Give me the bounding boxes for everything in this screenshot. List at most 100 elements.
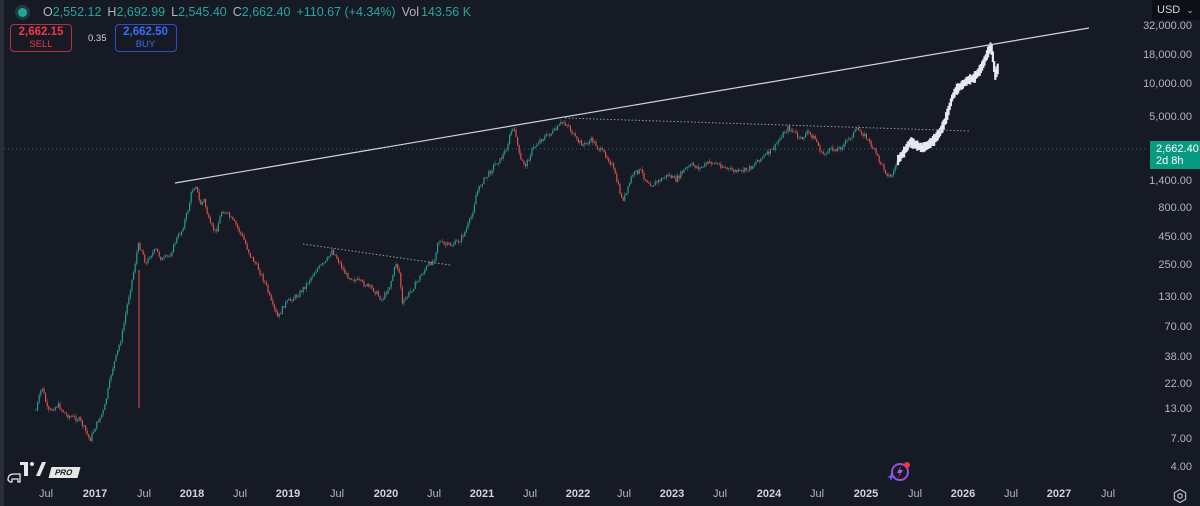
candle-body — [542, 139, 544, 142]
projection-bar — [922, 142, 925, 153]
candle-body — [438, 241, 440, 243]
candle-body — [230, 216, 232, 218]
candle-body — [792, 130, 794, 132]
projection-bar — [918, 143, 921, 150]
candle-body — [217, 223, 219, 232]
candle-body — [304, 287, 306, 289]
candle-body — [145, 262, 147, 264]
candle-body — [187, 211, 189, 214]
candle-body — [881, 164, 883, 165]
settings-gear-icon[interactable] — [1172, 488, 1188, 504]
candle-body — [619, 184, 621, 194]
candle-body — [576, 136, 578, 139]
candle-body — [51, 408, 53, 411]
tradingview-logo[interactable]: PRO — [6, 458, 81, 486]
time-axis-label: 2021 — [469, 488, 495, 500]
candle-body — [878, 155, 880, 162]
candle-body — [648, 182, 650, 184]
candle-body — [225, 212, 227, 214]
candle-body — [227, 212, 229, 214]
candle-body — [384, 292, 386, 300]
candle-body — [376, 291, 378, 294]
candle-body — [269, 292, 271, 295]
candle-body — [737, 169, 739, 172]
candle-body — [787, 126, 789, 132]
candle-body — [224, 213, 226, 215]
time-axis-label: Jul — [329, 488, 345, 500]
candle-body — [753, 164, 755, 166]
candle-body — [315, 271, 317, 274]
change-value: +110.67 (+4.34%) — [296, 5, 396, 19]
candle-body — [761, 157, 763, 159]
candle-body — [509, 135, 511, 144]
candle-body — [59, 403, 61, 410]
candle-body — [769, 148, 771, 154]
candle-body — [176, 237, 178, 244]
currency-select[interactable]: USD ⌄ — [1152, 0, 1200, 20]
candle-body — [216, 229, 218, 232]
candle-body — [283, 306, 285, 308]
projection-bar — [913, 140, 916, 149]
candle-body — [361, 279, 363, 282]
candle-body — [89, 437, 91, 441]
candle-body — [659, 179, 661, 182]
candle-body — [53, 410, 55, 411]
candle-body — [835, 149, 837, 152]
buy-price: 2,662.50 — [123, 25, 168, 38]
candle-body — [848, 138, 850, 140]
candle-body — [485, 177, 487, 179]
projection-bar — [901, 150, 904, 158]
candle-body — [120, 341, 122, 346]
candle-body — [856, 128, 858, 130]
candle-body — [741, 170, 743, 171]
candle-body — [171, 252, 173, 256]
candle-body — [624, 194, 626, 201]
candle-body — [277, 312, 279, 317]
candle-body — [488, 171, 490, 177]
candle-body — [566, 125, 568, 127]
candle-body — [237, 224, 239, 228]
projection-bar — [966, 76, 969, 84]
candle-body — [48, 406, 50, 410]
sell-button[interactable]: 2,662.15 SELL — [10, 24, 72, 52]
candle-body — [385, 292, 387, 294]
price-axis-label: 450.00 — [1158, 231, 1192, 243]
candle-body — [325, 260, 327, 263]
chevron-down-icon: ⌄ — [1186, 4, 1194, 15]
candle-body — [896, 163, 898, 167]
candle-body — [272, 300, 274, 305]
candle-body — [771, 148, 773, 150]
candle-body — [739, 169, 741, 171]
candle-body — [193, 188, 195, 191]
candle-body — [166, 255, 168, 257]
candle-body — [339, 262, 341, 264]
buy-button[interactable]: 2,662.50 BUY — [114, 24, 177, 52]
candle-body — [545, 134, 547, 137]
candle-body — [869, 139, 871, 142]
candle-body — [539, 139, 541, 144]
candle-body — [131, 279, 133, 291]
candle-body — [745, 167, 747, 170]
candle-body — [507, 143, 509, 151]
projection-bar — [976, 69, 979, 78]
candle-body — [633, 171, 635, 176]
candle-body — [672, 176, 674, 178]
ai-assistant-icon[interactable] — [886, 460, 912, 484]
time-axis-label: 2018 — [179, 488, 205, 500]
candle-body — [843, 143, 845, 148]
price-axis-label: 38.00 — [1164, 351, 1192, 363]
candle-body — [837, 148, 839, 152]
candle-body — [457, 240, 459, 243]
candle-body — [528, 160, 530, 161]
price-axis-label: 7.00 — [1170, 433, 1192, 445]
candle-body — [832, 147, 834, 151]
candle-body — [67, 414, 69, 418]
candle-body — [345, 273, 347, 274]
candle-body — [518, 144, 520, 154]
candle-body — [232, 216, 234, 220]
candle-body — [265, 282, 267, 285]
candle-body — [625, 193, 627, 195]
candle-body — [429, 262, 431, 265]
candle-body — [189, 202, 191, 212]
